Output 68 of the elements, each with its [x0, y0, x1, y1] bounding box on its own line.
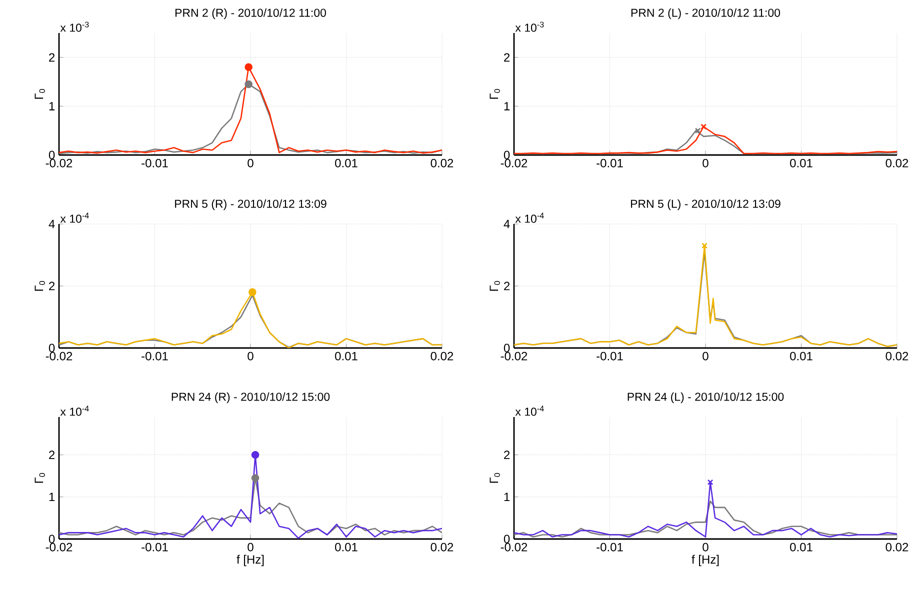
y-tick-label: 2 — [504, 450, 510, 460]
y-tick-label: 2 — [49, 450, 55, 460]
y-axis-title: Γ$_{0}$ — [490, 89, 500, 99]
text: x 10$^{-4}$ — [60, 406, 89, 416]
x-tick-label: -0.01 — [596, 352, 623, 360]
text: x 10$^{-4}$ — [515, 406, 544, 416]
x-tick-label: -0.01 — [142, 542, 168, 552]
x-tick-label: 0.02 — [886, 542, 908, 552]
x-tick-label: 0 — [702, 352, 708, 360]
chart-title: PRN 2 (R) - 2010/10/12 11:00 — [175, 8, 326, 20]
x-tick-label: -0.02 — [46, 542, 72, 552]
y-tick-label: 0 — [48, 344, 55, 352]
y-tick-label: 4 — [48, 220, 55, 228]
x-tick-label: -0.01 — [596, 158, 623, 168]
x-tick-label: 0 — [248, 352, 254, 360]
chart-title: PRN 5 (R) - 2010/10/12 13:09 — [175, 199, 326, 210]
y-tick-label: 1 — [49, 102, 55, 110]
y-tick-label: 2 — [504, 282, 510, 290]
text: x 10$^{-3}$ — [60, 22, 89, 32]
y-tick-label: 2 — [504, 53, 510, 62]
x-tick-label: 0.01 — [335, 352, 358, 360]
x-tick-label: 0.01 — [335, 158, 358, 168]
chart-title: PRN 24 (L) - 2010/10/12 15:00 — [628, 392, 784, 404]
y-axis-title: Γ$_{0}$ — [490, 281, 500, 291]
x-tick-label: -0.02 — [500, 352, 528, 360]
y-tick-label: 1 — [504, 492, 510, 502]
x-tick-label: -0.02 — [46, 158, 72, 168]
x-axis-title: f [Hz] — [236, 554, 264, 566]
x-tick-label: 0.01 — [790, 542, 812, 552]
x-tick-label: -0.01 — [142, 158, 168, 168]
x-tick-label: 0.01 — [335, 542, 358, 552]
x-tick-label: 0.02 — [430, 158, 454, 168]
y-tick-label: 4 — [504, 220, 510, 228]
y-tick-label: 2 — [49, 282, 55, 290]
x-tick-label: 0.02 — [886, 158, 908, 168]
x-tick-label: 0.01 — [790, 352, 812, 360]
y-tick-label: 0 — [504, 150, 510, 160]
x-tick-label: 0.02 — [430, 352, 454, 360]
x-tick-label: 0.02 — [430, 542, 454, 552]
chart-title: PRN 24 (R) - 2010/10/12 15:00 — [172, 392, 330, 404]
x-tick-label: -0.02 — [46, 352, 72, 360]
x-tick-label: 0.02 — [886, 352, 908, 360]
x-axis-title: f [Hz] — [692, 554, 719, 566]
y-tick-label: 1 — [49, 492, 55, 502]
y-tick-label: 2 — [49, 53, 55, 62]
y-tick-label: 0 — [504, 344, 510, 352]
y-axis-title: Γ$_{0}$ — [490, 473, 500, 483]
x-tick-label: 0 — [702, 158, 708, 168]
y-tick-label: 1 — [504, 102, 510, 110]
y-tick-label: 0 — [48, 534, 55, 544]
y-tick-label: 0 — [48, 150, 55, 160]
x-tick-label: 0.01 — [790, 158, 812, 168]
x-tick-label: -0.02 — [500, 158, 528, 168]
chart-title: PRN 2 (L) - 2010/10/12 11:00 — [631, 8, 780, 20]
x-tick-label: -0.01 — [142, 352, 168, 360]
y-axis-title: Γ$_{0}$ — [34, 281, 45, 291]
x-tick-label: 0 — [248, 158, 254, 168]
text: x 10$^{-4}$ — [515, 212, 544, 223]
x-tick-label: -0.01 — [596, 542, 623, 552]
text: x 10$^{-3}$ — [515, 22, 544, 32]
x-tick-label: -0.02 — [500, 542, 528, 552]
y-axis-title: Γ$_{0}$ — [34, 89, 45, 99]
y-tick-label: 0 — [504, 534, 510, 544]
x-tick-label: 0 — [702, 542, 708, 552]
text: x 10$^{-4}$ — [60, 212, 89, 223]
chart-title: PRN 5 (L) - 2010/10/12 13:09 — [631, 199, 780, 210]
y-axis-title: Γ$_{0}$ — [34, 473, 45, 483]
x-tick-label: 0 — [248, 542, 254, 552]
